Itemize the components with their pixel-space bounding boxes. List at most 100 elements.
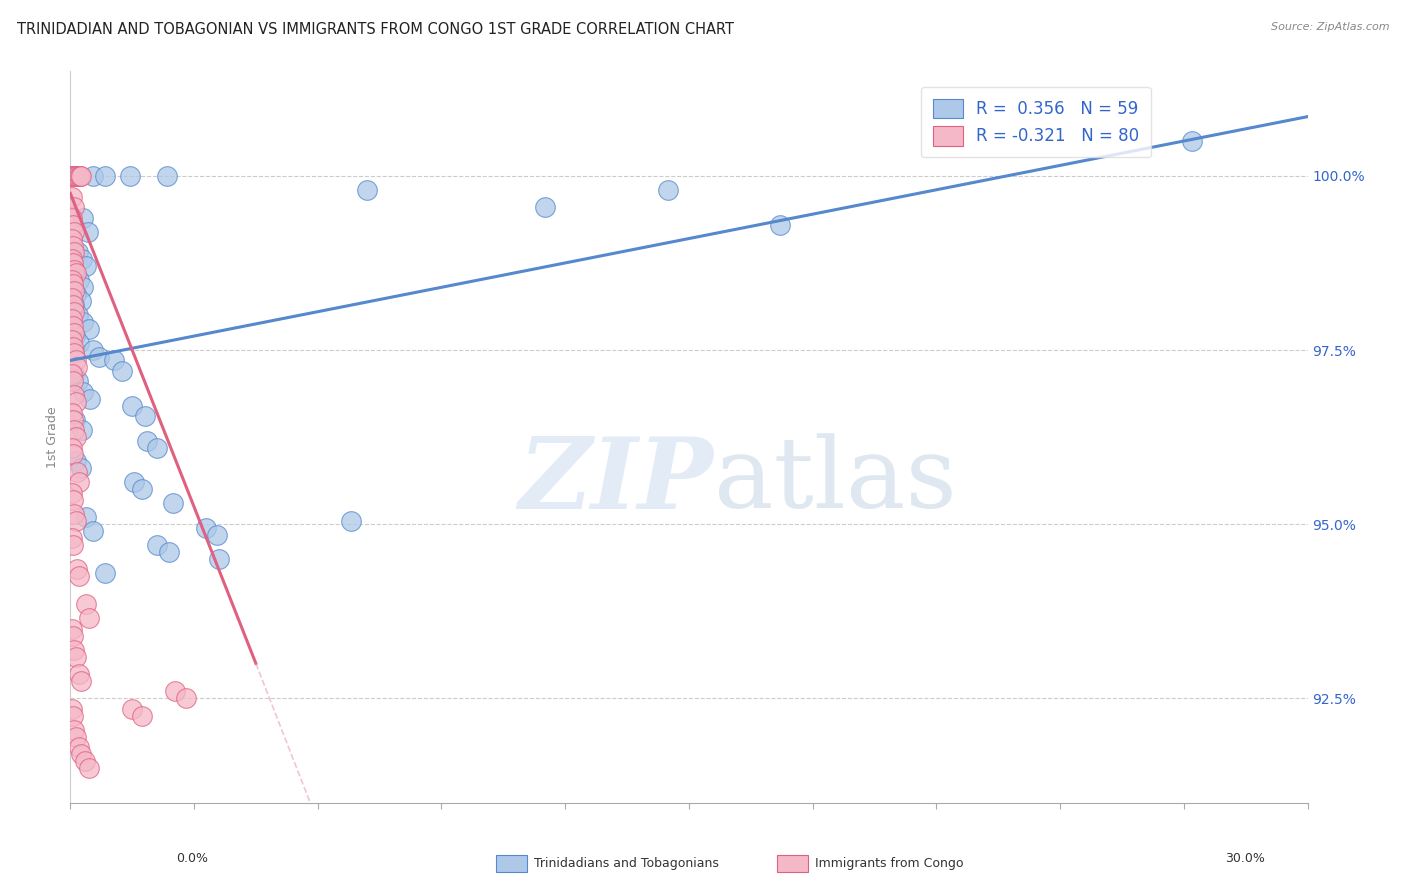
Point <box>63 225 86 239</box>
Y-axis label: 1st Grade: 1st Grade <box>46 406 59 468</box>
Point <box>67 336 90 351</box>
Point <box>60 333 83 347</box>
Point <box>533 200 555 214</box>
Point <box>62 492 84 507</box>
Point <box>63 245 86 260</box>
Point <box>77 761 100 775</box>
Point <box>63 266 86 280</box>
Point <box>70 169 93 183</box>
Point <box>135 434 157 448</box>
Point <box>63 388 86 402</box>
Point <box>60 406 83 420</box>
Point <box>62 708 84 723</box>
Point <box>657 183 679 197</box>
Point <box>65 730 87 744</box>
Point <box>60 702 83 716</box>
Point <box>60 622 83 636</box>
Point <box>66 245 89 260</box>
Point <box>76 225 98 239</box>
Point <box>208 552 231 566</box>
Point <box>75 260 97 274</box>
Point <box>103 353 125 368</box>
Legend: R =  0.356   N = 59, R = -0.321   N = 80: R = 0.356 N = 59, R = -0.321 N = 80 <box>921 87 1150 157</box>
Point <box>62 200 84 214</box>
Point <box>62 218 84 232</box>
Point <box>146 441 169 455</box>
Point <box>1181 134 1204 148</box>
Point <box>65 454 87 468</box>
Text: TRINIDADIAN AND TOBAGONIAN VS IMMIGRANTS FROM CONGO 1ST GRADE CORRELATION CHART: TRINIDADIAN AND TOBAGONIAN VS IMMIGRANTS… <box>17 22 734 37</box>
Point <box>65 169 87 183</box>
Point <box>121 702 143 716</box>
Point <box>62 238 84 252</box>
Point <box>79 392 101 406</box>
Point <box>111 364 134 378</box>
Point <box>62 318 84 333</box>
Point <box>65 395 87 409</box>
Point <box>69 461 91 475</box>
Point <box>72 280 94 294</box>
Point <box>69 294 91 309</box>
Point <box>62 412 84 426</box>
Point <box>65 169 87 183</box>
Point <box>174 691 197 706</box>
Point <box>70 423 93 437</box>
Point <box>82 343 104 357</box>
Point <box>157 545 180 559</box>
Text: atlas: atlas <box>714 434 956 529</box>
Point <box>60 368 83 382</box>
Point <box>67 273 90 287</box>
Point <box>62 169 84 183</box>
Point <box>120 169 142 183</box>
Point <box>67 475 90 490</box>
Point <box>77 322 100 336</box>
Point <box>62 448 84 462</box>
Point <box>65 514 87 528</box>
Point <box>60 311 83 326</box>
Point <box>60 441 83 455</box>
Point <box>66 169 89 183</box>
Point <box>72 315 94 329</box>
Point <box>63 423 86 437</box>
Text: Immigrants from Congo: Immigrants from Congo <box>815 857 963 870</box>
Point <box>67 667 90 681</box>
Point <box>63 723 86 737</box>
Point <box>65 412 87 426</box>
Point <box>122 475 145 490</box>
Point <box>63 263 86 277</box>
Point <box>63 326 86 340</box>
Point <box>65 266 87 280</box>
Point <box>63 346 86 360</box>
Point <box>356 183 378 197</box>
Point <box>60 169 83 183</box>
Text: Source: ZipAtlas.com: Source: ZipAtlas.com <box>1271 22 1389 32</box>
Point <box>60 485 83 500</box>
Point <box>94 566 117 580</box>
Point <box>60 231 83 245</box>
Point <box>162 496 184 510</box>
Point <box>60 531 83 545</box>
Point <box>65 649 87 664</box>
Point <box>69 169 91 183</box>
Point <box>62 298 84 312</box>
Point <box>134 409 156 424</box>
Text: Trinidadians and Tobagonians: Trinidadians and Tobagonians <box>533 857 718 870</box>
Point <box>60 252 83 267</box>
Point <box>75 597 97 611</box>
Point <box>66 465 89 479</box>
Point <box>165 684 187 698</box>
Point <box>62 375 84 389</box>
Point <box>65 353 87 368</box>
Point <box>66 360 89 375</box>
Point <box>66 308 89 322</box>
Point <box>205 527 228 541</box>
Point <box>131 483 153 497</box>
Point <box>60 211 83 225</box>
Point <box>769 218 792 232</box>
Point <box>62 277 84 291</box>
Point <box>62 339 84 353</box>
Point <box>60 273 83 287</box>
Point <box>156 169 179 183</box>
Point <box>62 629 84 643</box>
Point <box>60 169 83 183</box>
